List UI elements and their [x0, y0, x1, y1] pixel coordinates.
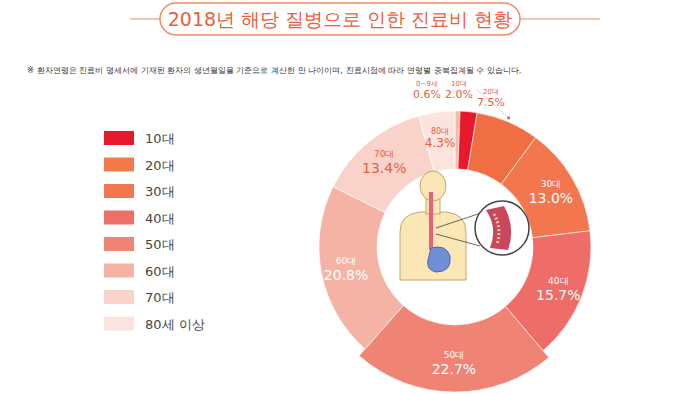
- slice-value: 4.3%: [425, 136, 456, 150]
- subtitle: ※ 환자연령은 진료비 명세서에 기재된 환자의 생년월일을 기준으로 계산한 …: [27, 65, 521, 75]
- zoom-tissue: [486, 206, 511, 250]
- slice-value: 13.4%: [362, 160, 406, 176]
- slice: [419, 111, 455, 172]
- legend-label: 20대: [145, 158, 175, 173]
- legend-label: 40대: [145, 211, 175, 226]
- slice-name: 70대: [374, 149, 394, 159]
- slice-name: 40대: [548, 276, 568, 286]
- slice-name: 50대: [444, 350, 464, 360]
- legend-swatch: [104, 211, 134, 225]
- leader-line: [477, 90, 509, 118]
- zoom-circle: [475, 201, 529, 255]
- legend-swatch: [104, 131, 134, 145]
- slice-value: 2.0%: [445, 88, 473, 101]
- legend-label: 70대: [145, 290, 175, 305]
- chart: 2018년 해당 질병으로 인한 진료비 현황 ※ 환자연령은 진료비 명세서에 …: [0, 0, 680, 394]
- slices: [319, 111, 591, 392]
- slice: [333, 116, 434, 213]
- legend-swatch: [104, 237, 134, 251]
- slice-name: 0~9세: [416, 80, 438, 88]
- slice-name: 30대: [541, 179, 561, 189]
- slice-name: 60대: [336, 256, 356, 266]
- title-box: [160, 3, 520, 35]
- slice-value: 20.8%: [324, 267, 368, 283]
- slice-value: 0.6%: [413, 88, 441, 101]
- slice-name: 80대: [431, 127, 449, 136]
- page: {"chart_data": { "type": "donut", "title…: [0, 0, 680, 394]
- legend-label: 80세 이상: [145, 317, 205, 332]
- center-illustration: [400, 171, 529, 280]
- slice-value: 13.0%: [529, 190, 573, 206]
- legend-swatch: [104, 317, 134, 331]
- slice-name: 10대: [451, 80, 467, 88]
- slice: [319, 187, 403, 349]
- legend-label: 60대: [145, 264, 175, 279]
- legend-swatch: [104, 158, 134, 172]
- slice-value: 15.7%: [536, 287, 580, 303]
- background: [0, 0, 680, 394]
- legend-label: 30대: [145, 184, 175, 199]
- legend-label: 10대: [145, 131, 175, 146]
- title: 2018년 해당 질병으로 인한 진료비 현황: [168, 8, 513, 30]
- zoom-line: [436, 234, 480, 246]
- stomach: [428, 247, 451, 272]
- slice-name: 20대: [483, 88, 499, 96]
- slice-value: 22.7%: [432, 361, 476, 377]
- legend-label: 50대: [145, 237, 175, 252]
- legend: 10대 20대 30대 40대 50대 60대 70대 80세 이상: [104, 131, 205, 332]
- zoom-detail: [494, 214, 499, 244]
- legend-swatch: [104, 184, 134, 198]
- legend-swatch: [104, 264, 134, 278]
- zoom-line: [436, 214, 478, 228]
- esophagus: [429, 192, 433, 250]
- data-labels: 0~9세0.6% 10대2.0% 20대7.5% 30대13.0% 40대15.7% 50…: [324, 80, 581, 377]
- slice-value: 7.5%: [477, 96, 505, 109]
- legend-swatch: [104, 290, 134, 304]
- leader-dot: [507, 116, 510, 119]
